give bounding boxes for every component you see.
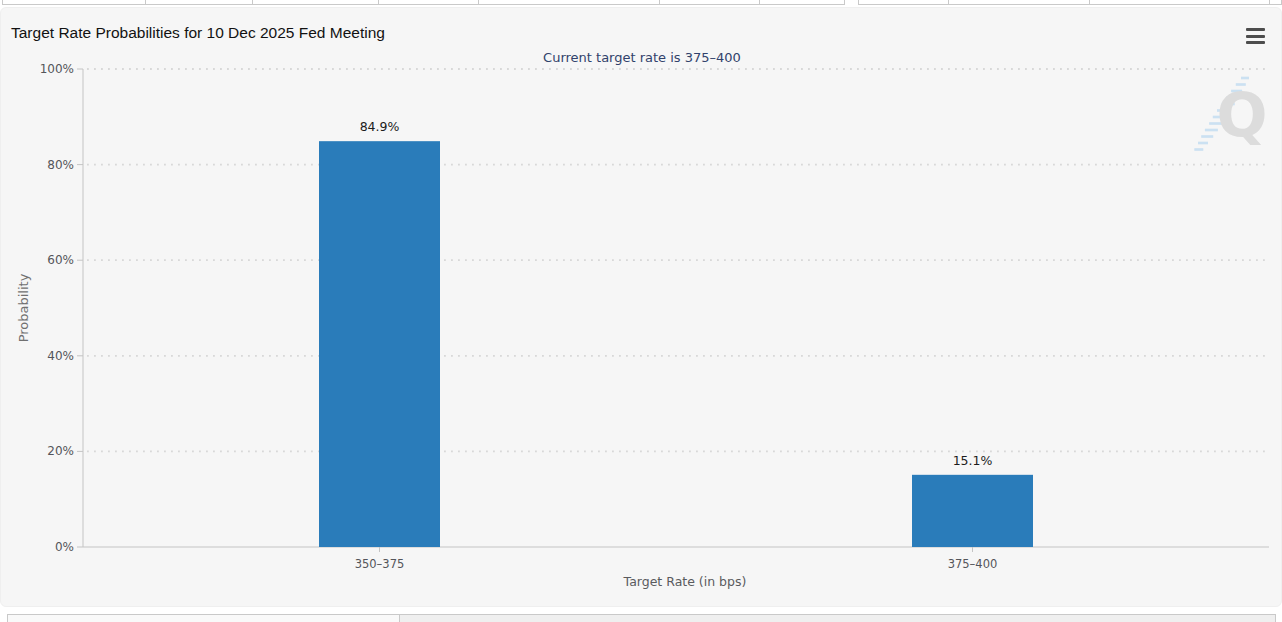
watermark-q-logo: Q	[1216, 80, 1267, 150]
x-axis-title: Target Rate (in bps)	[623, 574, 747, 589]
y-tick-label: 80%	[47, 158, 74, 172]
x-tick-label: 350–375	[355, 557, 405, 571]
y-axis-title: Probability	[16, 273, 31, 342]
tab-divider	[145, 0, 146, 5]
fedwatch-chart-panel: Q0%20%40%60%80%100%84.9%350–37515.1%375–…	[0, 7, 1282, 607]
tab-group-left[interactable]	[2, 0, 845, 5]
probability-bar-chart: Q0%20%40%60%80%100%84.9%350–37515.1%375–…	[1, 8, 1282, 608]
tab-divider	[478, 0, 479, 5]
chart-subtitle: Current target rate is 375–400	[1, 50, 1282, 65]
y-tick-label: 60%	[47, 253, 74, 267]
tab-divider	[378, 0, 379, 5]
y-tick-label: 40%	[47, 349, 74, 363]
bottom-table-edge	[7, 614, 1276, 622]
hamburger-menu-icon[interactable]	[1246, 28, 1265, 44]
bar-value-label: 15.1%	[953, 453, 993, 468]
tab-divider	[948, 0, 949, 5]
tab-divider	[1089, 0, 1090, 5]
tab-divider	[759, 0, 760, 5]
top-tabs-strip	[0, 0, 1282, 6]
y-tick-label: 0%	[55, 540, 74, 554]
bottom-table-cell	[399, 615, 1275, 622]
y-tick-label: 20%	[47, 444, 74, 458]
tab-group-right[interactable]	[858, 0, 1282, 5]
bar-value-label: 84.9%	[360, 119, 400, 134]
tab-divider	[1269, 0, 1270, 5]
probability-bar[interactable]	[319, 141, 440, 547]
probability-bar[interactable]	[912, 475, 1033, 547]
chart-title: Target Rate Probabilities for 10 Dec 202…	[11, 24, 385, 42]
tab-divider	[659, 0, 660, 5]
tab-divider	[252, 0, 253, 5]
x-tick-label: 375–400	[948, 557, 998, 571]
